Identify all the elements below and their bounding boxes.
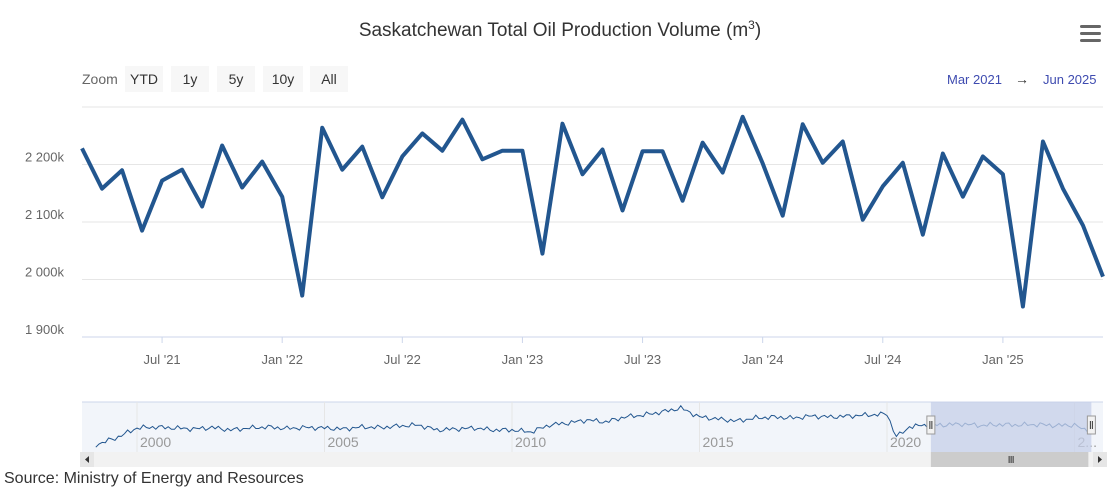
zoom-button-all[interactable]: All: [310, 66, 348, 92]
navigator-left-handle[interactable]: [926, 415, 936, 435]
zoom-buttons: YTD 1y 5y 10y All: [125, 66, 348, 92]
hamburger-menu-icon[interactable]: [1076, 20, 1104, 46]
y-tick-label: 2 100k: [25, 207, 65, 222]
y-tick-label: 1 900k: [25, 322, 65, 337]
zoom-button-label[interactable]: All: [321, 71, 337, 87]
zoom-button-bg[interactable]: [125, 66, 163, 92]
source-note: Source: Ministry of Energy and Resources: [4, 470, 304, 487]
y-tick-label: 2 200k: [25, 150, 65, 165]
x-tick-label: Jan '25: [982, 352, 1024, 367]
navigator-year-label: 2010: [515, 434, 546, 450]
scroll-right-arrow-icon[interactable]: [1098, 456, 1102, 463]
x-tick-label: Jan '22: [261, 352, 303, 367]
range-arrow: →: [1015, 71, 1029, 87]
y-axis-labels: 1 900k 2 000k 2 100k 2 200k: [25, 150, 65, 338]
y-gridlines: [82, 106, 1103, 338]
series-line-group: [80, 114, 1105, 309]
x-tick-label: Jan '24: [742, 352, 784, 367]
handle-body[interactable]: [926, 415, 936, 435]
handle-body[interactable]: [1086, 415, 1096, 435]
navigator[interactable]: 200020052010201520202...: [80, 401, 1107, 467]
zoom-button-label[interactable]: 10y: [272, 71, 295, 87]
zoom-button-bg[interactable]: [171, 66, 209, 92]
x-tick-label: Jan '23: [502, 352, 544, 367]
zoom-button-10y[interactable]: 10y: [263, 66, 303, 92]
navigator-year-label: 2000: [140, 434, 171, 450]
zoom-button-bg[interactable]: [217, 66, 255, 92]
zoom-button-1y[interactable]: 1y: [171, 66, 209, 92]
navigator-scrollbar[interactable]: [80, 452, 1107, 467]
range-to-date[interactable]: Jun 2025: [1043, 72, 1097, 87]
navigator-year-label: 2005: [328, 434, 359, 450]
zoom-button-5y[interactable]: 5y: [217, 66, 255, 92]
x-axis-labels: Jul '21 Jan '22 Jul '22 Jan '23 Jul '23 Jan '…: [143, 337, 1024, 367]
scroll-left-arrow-icon[interactable]: [85, 456, 89, 463]
oil-production-chart: Saskatchewan Total Oil Production Volume…: [25, 18, 1107, 467]
zoom-button-label[interactable]: 1y: [183, 71, 198, 87]
range-from-date[interactable]: Mar 2021: [947, 72, 1002, 87]
x-tick-label: Jul '22: [384, 352, 421, 367]
x-tick-label: Jul '24: [864, 352, 901, 367]
navigator-series-line: [95, 404, 1092, 448]
series-line: [80, 114, 1105, 309]
chart-title: Saskatchewan Total Oil Production Volume…: [359, 18, 761, 41]
x-tick-label: Jul '23: [624, 352, 661, 367]
navigator-right-handle[interactable]: [1086, 415, 1096, 435]
zoom-button-label[interactable]: 5y: [229, 71, 244, 87]
zoom-button-label[interactable]: YTD: [130, 71, 158, 87]
x-tick-label: Jul '21: [143, 352, 180, 367]
zoom-button-bg[interactable]: [310, 66, 348, 92]
zoom-label: Zoom: [82, 71, 118, 87]
navigator-year-label: 2015: [703, 434, 734, 450]
y-tick-label: 2 000k: [25, 265, 65, 280]
navigator-selection-mask[interactable]: [930, 402, 1092, 452]
scrollbar-track[interactable]: [80, 452, 1105, 467]
zoom-button-bg[interactable]: [263, 66, 303, 92]
zoom-button-ytd[interactable]: YTD: [125, 66, 163, 92]
navigator-year-label: 2020: [890, 434, 921, 450]
